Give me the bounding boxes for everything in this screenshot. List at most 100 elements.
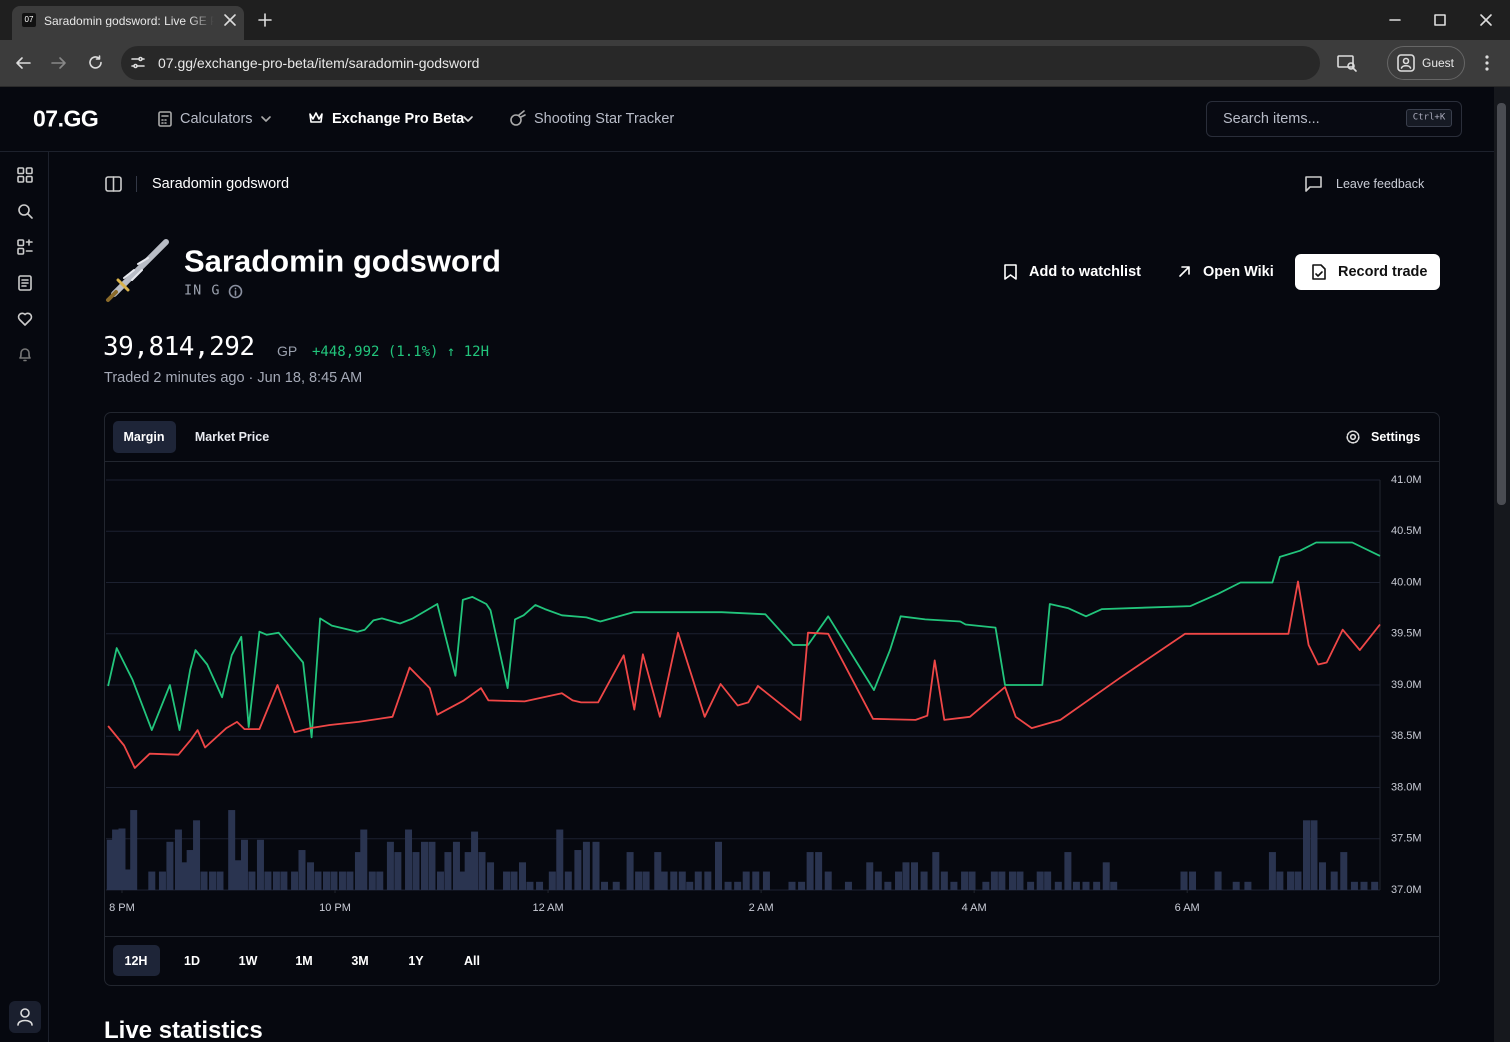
range-button[interactable]: 12H <box>124 953 148 968</box>
sidebar-items[interactable] <box>17 239 33 255</box>
tab-active[interactable] <box>113 421 176 453</box>
y-tick-label: 41.0M <box>1391 474 1422 486</box>
volume-bar <box>487 862 495 890</box>
feedback-link[interactable]: Leave feedback <box>1336 176 1425 191</box>
y-tick-label: 38.5M <box>1391 730 1422 742</box>
tab-strip <box>0 0 1510 40</box>
volume-bar <box>1287 871 1295 890</box>
record-trade-button[interactable] <box>1295 254 1440 290</box>
maximize[interactable] <box>1434 14 1446 26</box>
tab-favicon <box>22 13 36 27</box>
volume-bar <box>612 881 620 890</box>
volume-bar <box>272 871 280 890</box>
volume-bar <box>298 850 306 890</box>
volume-bar <box>166 841 174 890</box>
volume-bar <box>338 871 346 890</box>
volume-bar <box>642 871 650 890</box>
x-tick-label: 8 PM <box>109 902 135 914</box>
active-tab[interactable] <box>12 6 244 40</box>
volume-bar <box>386 841 394 890</box>
bookmark-icon <box>1004 264 1017 280</box>
volume-bar <box>464 852 472 890</box>
panel-toggle[interactable] <box>105 176 122 192</box>
volume-bar <box>1189 871 1197 890</box>
volume-bar <box>510 871 518 890</box>
volume-bar <box>574 850 582 890</box>
sidebar-docs[interactable] <box>18 275 32 291</box>
volume-bar <box>458 871 466 890</box>
volume-bar <box>186 850 194 890</box>
volume-bar <box>1310 820 1318 890</box>
nav-link[interactable]: Exchange Pro Beta <box>332 110 465 127</box>
menu[interactable] <box>1485 55 1489 71</box>
sidebar-favorites[interactable] <box>17 312 33 326</box>
settings-button[interactable]: Settings <box>1371 429 1421 444</box>
external-icon <box>1179 266 1190 277</box>
range-button[interactable]: 1D <box>184 953 200 968</box>
volume-bar <box>1054 881 1062 890</box>
volume-bar <box>280 871 288 890</box>
back[interactable] <box>16 57 31 69</box>
sidebar-dashboard[interactable] <box>17 167 33 183</box>
sidebar-search[interactable] <box>18 204 33 219</box>
close-window[interactable] <box>1480 14 1492 26</box>
volume-bar <box>478 852 486 890</box>
chart-tab[interactable]: Margin <box>123 429 165 444</box>
volume-bar <box>536 881 544 890</box>
volume-bar <box>1294 871 1302 890</box>
y-tick-label: 40.5M <box>1391 525 1422 537</box>
minimize[interactable] <box>1389 19 1401 21</box>
volume-bar <box>762 871 770 890</box>
range-button[interactable]: 3M <box>351 953 369 968</box>
volume-bar <box>106 839 114 890</box>
volume-bar <box>118 828 126 890</box>
range-active[interactable] <box>113 945 160 976</box>
volume-bar <box>421 841 428 890</box>
volume-bar <box>519 862 526 890</box>
range-button[interactable]: All <box>464 953 480 968</box>
volume-bar <box>234 860 242 890</box>
nav-link[interactable]: Shooting Star Tracker <box>534 110 675 127</box>
search-box[interactable] <box>1206 101 1462 137</box>
shortcut-key <box>1406 109 1452 127</box>
range-button[interactable]: 1M <box>295 953 313 968</box>
range-button[interactable]: 1Y <box>408 953 424 968</box>
tab-close[interactable] <box>224 14 236 26</box>
volume-bar <box>932 852 940 890</box>
watchlist-button[interactable]: Add to watchlist <box>1029 263 1141 280</box>
y-tick-label: 40.0M <box>1391 576 1422 588</box>
logo[interactable]: 07.GG <box>33 105 99 132</box>
volume-bar <box>323 871 330 890</box>
crown-icon <box>309 112 323 123</box>
shortcut-text: Ctrl+K <box>1412 112 1446 123</box>
volume-bar <box>174 829 182 890</box>
reload[interactable] <box>89 55 102 69</box>
chart-tab[interactable]: Market Price <box>194 429 270 444</box>
omnibox[interactable] <box>121 46 1320 80</box>
volume-bar <box>961 871 969 890</box>
volume-bar <box>660 871 668 890</box>
sidebar-alerts[interactable] <box>19 348 31 362</box>
profile-pill[interactable] <box>1387 46 1465 80</box>
volume-bar <box>592 841 600 890</box>
volume-bar <box>1350 881 1358 890</box>
breadcrumb-separator <box>136 176 137 192</box>
volume-bar <box>216 871 224 890</box>
volume-bar <box>180 862 188 890</box>
site-info[interactable] <box>131 56 145 70</box>
forward[interactable] <box>51 57 66 69</box>
volume-bar <box>998 871 1006 890</box>
volume-bar <box>548 871 556 890</box>
volume-bar <box>844 881 852 890</box>
price-line <box>107 580 1381 769</box>
range-button[interactable]: 1W <box>238 953 258 968</box>
info-icon[interactable] <box>228 284 243 299</box>
volume-bar <box>556 829 564 890</box>
nav-link[interactable]: Calculators <box>180 110 253 127</box>
cast-icon[interactable] <box>1337 55 1357 72</box>
volume-bar <box>990 871 998 890</box>
volume-bar <box>1044 871 1052 890</box>
new-tab[interactable] <box>258 13 272 27</box>
wiki-button[interactable]: Open Wiki <box>1203 263 1274 280</box>
scrollbar-thumb[interactable] <box>1497 103 1506 505</box>
